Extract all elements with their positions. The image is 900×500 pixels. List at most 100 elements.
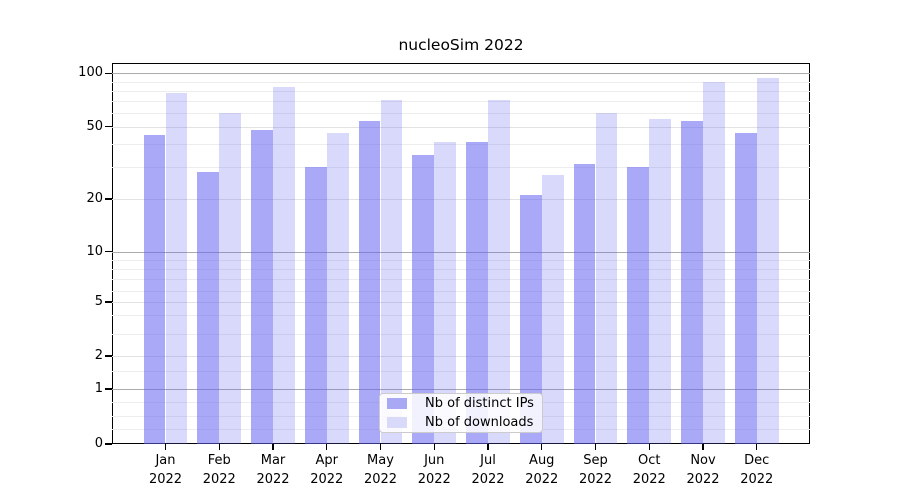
bar-downloads: [326, 133, 349, 444]
bar-distinct-ips: [519, 195, 542, 444]
month-label: Mar: [260, 453, 286, 468]
legend-label-distinct-ips: Nb of distinct IPs: [425, 396, 534, 411]
gridline-y-30: [112, 166, 810, 168]
y-tick-label-10: 10: [86, 243, 103, 259]
bar-distinct-ips: [734, 133, 757, 444]
bar-distinct-ips: [681, 120, 703, 444]
month-label: Jun: [424, 453, 445, 468]
x-tick-label-may: May 2022: [351, 451, 411, 489]
y-tick-label-5: 5: [94, 294, 103, 309]
year-label: 2022: [740, 472, 774, 487]
x-tick-label-oct: Oct 2022: [619, 451, 679, 489]
year-label: 2022: [417, 472, 451, 487]
bar-distinct-ips: [412, 154, 435, 444]
plot-area: [112, 63, 810, 444]
x-tick-jun: [433, 444, 435, 450]
y-tick-1: [105, 388, 112, 390]
y-tick-0: [105, 443, 112, 445]
month-label: Apr: [315, 453, 339, 468]
gridline-y-6: [112, 291, 810, 293]
bar-distinct-ips: [197, 172, 220, 444]
month-label: May: [367, 453, 394, 468]
gridline-y-2: [112, 356, 810, 357]
gridline-y-8: [112, 269, 810, 270]
bar-downloads: [434, 142, 457, 444]
gridline-y-9: [112, 259, 810, 261]
x-tick-label-dec: Dec 2022: [727, 451, 787, 489]
bar-downloads: [165, 92, 188, 444]
gridline-y-4: [112, 315, 810, 316]
x-tick-label-jan: Jan 2022: [136, 451, 196, 489]
year-label: 2022: [256, 472, 290, 487]
x-tick-jan: [164, 444, 167, 450]
month-label: Nov: [690, 453, 716, 468]
y-tick-label-0: 0: [94, 436, 103, 451]
x-tick-jul: [487, 444, 489, 450]
bar-downloads: [219, 112, 242, 444]
month-label: Jul: [480, 453, 496, 468]
legend-item-distinct-ips: Nb of distinct IPs: [380, 394, 542, 413]
month-label: Sep: [583, 453, 608, 468]
gridline-y-10: [112, 251, 810, 253]
bar-distinct-ips: [358, 120, 381, 444]
bar-downloads: [541, 175, 564, 444]
chart-title: nucleoSim 2022: [398, 36, 524, 54]
x-tick-sep: [594, 444, 597, 450]
year-label: 2022: [632, 472, 666, 487]
x-tick-label-apr: Apr 2022: [297, 451, 357, 489]
y-tick-100: [105, 72, 112, 74]
month-label: Aug: [529, 453, 555, 468]
month-label: Dec: [744, 453, 770, 468]
y-tick-label-20: 20: [86, 191, 103, 206]
x-tick-label-feb: Feb 2022: [189, 451, 249, 489]
year-label: 2022: [202, 472, 236, 487]
legend-swatch-distinct-ips: [387, 398, 407, 409]
year-label: 2022: [471, 472, 505, 487]
year-label: 2022: [148, 472, 183, 487]
bar-distinct-ips: [627, 166, 650, 444]
x-tick-label-jun: Jun 2022: [404, 451, 464, 489]
x-tick-aug: [541, 444, 543, 450]
legend-item-downloads: Nb of downloads: [380, 413, 542, 432]
month-label: Jan: [155, 453, 176, 468]
bar-downloads: [488, 99, 510, 444]
y-tick-50: [105, 126, 112, 128]
month-label: Feb: [207, 453, 231, 468]
gridline-y-80: [112, 90, 810, 92]
gridline-y-50: [112, 126, 810, 128]
year-label: 2022: [363, 472, 398, 487]
gridline-y-90: [112, 81, 810, 83]
gridline-y-1.5: [112, 371, 810, 372]
bar-distinct-ips: [143, 135, 166, 444]
bar-distinct-ips: [304, 166, 327, 444]
legend-swatch-downloads: [387, 417, 407, 428]
x-tick-may: [379, 444, 382, 450]
year-label: 2022: [686, 472, 720, 487]
plot-frame: [112, 63, 810, 444]
bar-downloads: [703, 81, 725, 444]
bar-downloads: [756, 78, 779, 444]
bar-distinct-ips: [251, 129, 273, 444]
bar-downloads: [595, 112, 618, 444]
x-tick-label-mar: Mar 2022: [243, 451, 303, 489]
y-tick-20: [105, 198, 112, 200]
y-tick-2: [105, 355, 112, 357]
gridline-y-40: [112, 144, 810, 146]
y-tick-label-50: 50: [86, 118, 103, 134]
year-label: 2022: [578, 472, 613, 487]
x-tick-feb: [218, 444, 220, 450]
bar-downloads: [273, 86, 295, 444]
y-tick-10: [105, 251, 112, 253]
gridline-y-7: [112, 279, 810, 281]
x-tick-label-nov: Nov 2022: [673, 451, 733, 489]
legend-label-downloads: Nb of downloads: [425, 415, 534, 430]
gridline-y-70: [112, 101, 810, 102]
y-tick-label-1: 1: [94, 381, 103, 396]
bar-downloads: [380, 99, 403, 444]
x-tick-label-sep: Sep 2022: [566, 451, 626, 489]
x-tick-oct: [648, 444, 650, 450]
x-tick-label-aug: Aug 2022: [512, 451, 572, 489]
y-tick-label-2: 2: [94, 348, 103, 363]
bar-downloads: [649, 119, 672, 444]
